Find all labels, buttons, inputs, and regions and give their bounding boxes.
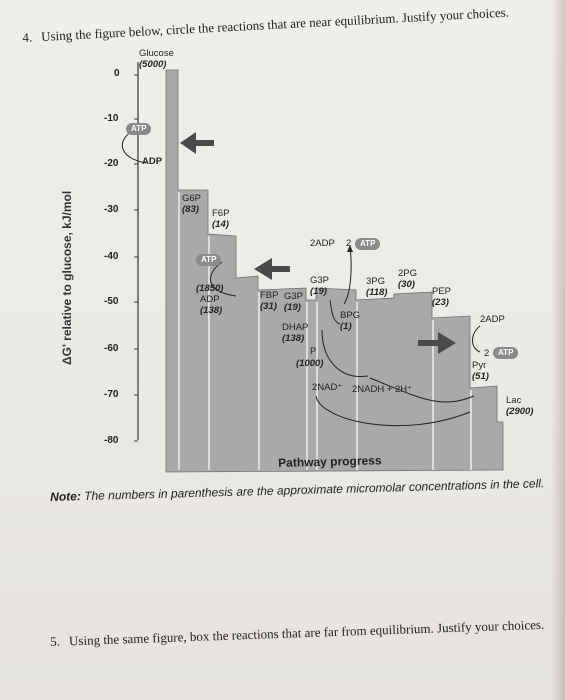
two-adp-label: 2ADP — [310, 238, 335, 249]
glucose-label: Glucose (5000) — [139, 48, 174, 70]
two-left-label: 2 — [346, 238, 352, 249]
tick-label: -40 — [104, 251, 119, 262]
atp-badge: ATP — [493, 347, 519, 359]
g6p-label: G6P (83) — [182, 193, 202, 215]
f6p-label: F6P (14) — [212, 208, 230, 230]
tick-label: -70 — [104, 389, 119, 400]
lactate-label: Lac (2900) — [506, 395, 534, 417]
atp-consumption-arrow-1 — [180, 132, 214, 154]
adp-label: ADP — [142, 156, 163, 167]
tick-label: -20 — [104, 158, 119, 169]
y-axis-label: ΔG' relative to glucose, kJ/mol — [60, 190, 74, 365]
two-right-label: 2 — [484, 348, 490, 359]
nadh-lactate-curve — [369, 377, 475, 403]
y-ticks — [134, 74, 138, 442]
tick-label: -10 — [104, 113, 119, 124]
3pg-label: 3PG (118) — [366, 276, 388, 298]
pi-label: P — [310, 346, 317, 357]
step-dividers — [178, 192, 472, 470]
question-5-number: 5. — [50, 633, 61, 649]
energy-profile — [165, 69, 504, 473]
two-adp-right-label: 2ADP — [480, 314, 505, 325]
pep-label: PEP (23) — [432, 286, 452, 308]
fbp-label: FBP (31) — [260, 290, 279, 312]
tick-label: -60 — [104, 343, 119, 354]
pi-concentration: (1000) — [296, 358, 324, 369]
atp-production-arrow — [418, 332, 456, 354]
atp-badge: ATP — [126, 123, 152, 135]
nadh-return-curve — [315, 395, 471, 427]
atp-badge: ATP — [355, 238, 381, 250]
bpg-connector — [329, 299, 341, 325]
x-axis-label: Pathway progress — [278, 453, 382, 470]
bpg-label: BPG (1) — [340, 310, 361, 332]
atp-to-adp-curve-2 — [210, 261, 237, 297]
pyruvate-label: Pyr (51) — [472, 360, 489, 382]
nad-label: 2NAD⁺ — [312, 382, 343, 393]
atp-consumption-arrow-2 — [254, 258, 290, 280]
g3p-label: G3P (19) — [284, 291, 304, 313]
adp-concentration-label: ADP (138) — [200, 294, 223, 316]
atp-concentration: (1850) — [196, 283, 224, 294]
tick-label: -50 — [104, 296, 119, 307]
dhap-label: DHAP (138) — [282, 322, 309, 344]
2pg-label: 2PG (30) — [398, 268, 418, 290]
nad-curve — [321, 329, 369, 377]
page-edge-shadow — [551, 0, 565, 700]
g3p-label-upper: G3P (19) — [310, 275, 330, 297]
nadh-label: 2NADH + 2H⁺ — [352, 384, 413, 395]
tick-label: -30 — [104, 204, 119, 215]
tick-label: -80 — [104, 435, 119, 446]
atp-badge: ATP — [196, 254, 222, 266]
tick-label: 0 — [114, 68, 120, 79]
adp-to-atp-curve-2 — [472, 325, 481, 353]
note-label: Note: — [50, 489, 82, 504]
